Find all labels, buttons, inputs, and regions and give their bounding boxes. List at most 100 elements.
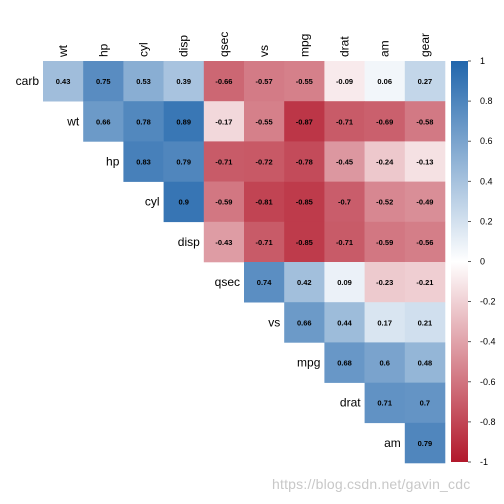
- cell-disp-mpg: [284, 221, 325, 263]
- cell-carb-mpg: [284, 61, 325, 102]
- cell-label-qsec-mpg: 0.42: [297, 278, 312, 287]
- cell-cyl-mpg: [284, 181, 325, 223]
- cell-disp-drat: [324, 221, 365, 263]
- cell-label-wt-drat: -0.71: [336, 117, 353, 126]
- cell-hp-cyl: [123, 141, 164, 182]
- cell-wt-mpg: [284, 101, 325, 142]
- cell-label-cyl-am: -0.52: [376, 198, 393, 207]
- cell-carb-drat: [324, 61, 365, 102]
- row-label-hp: hp: [106, 155, 120, 169]
- cell-vs-drat: [324, 302, 365, 343]
- colorbar-tick-label: 0.6: [480, 136, 493, 146]
- colorbar-tick-label: 0.4: [480, 176, 493, 186]
- cell-label-vs-mpg: 0.66: [297, 318, 312, 327]
- cell-vs-gear: [404, 302, 446, 343]
- cell-label-disp-gear: -0.56: [416, 238, 433, 247]
- colorbar-gradient: [451, 61, 468, 462]
- colorbar-tick-label: 0.8: [480, 96, 493, 106]
- cell-label-carb-drat: -0.09: [336, 77, 353, 86]
- cell-qsec-drat: [324, 262, 365, 303]
- cell-label-wt-am: -0.69: [376, 117, 393, 126]
- cell-carb-qsec: [203, 61, 245, 102]
- cell-label-wt-cyl: 0.78: [136, 117, 151, 126]
- row-label-carb: carb: [16, 74, 40, 88]
- cell-label-disp-drat: -0.71: [336, 238, 353, 247]
- cell-label-hp-am: -0.24: [376, 158, 394, 167]
- cell-label-hp-disp: 0.79: [176, 158, 191, 167]
- cell-label-carb-qsec: -0.66: [215, 77, 232, 86]
- cell-label-wt-vs: -0.55: [256, 117, 273, 126]
- cell-label-cyl-disp: 0.9: [178, 198, 188, 207]
- row-label-wt: wt: [66, 114, 80, 128]
- cell-label-qsec-drat: 0.09: [337, 278, 352, 287]
- colorbar-tick-label: -0.6: [480, 377, 496, 387]
- cell-label-wt-hp: 0.66: [96, 117, 111, 126]
- colorbar-tick-label: -0.4: [480, 337, 496, 347]
- cell-mpg-gear: [404, 342, 446, 383]
- cell-label-hp-vs: -0.72: [256, 158, 273, 167]
- cell-disp-gear: [404, 221, 446, 263]
- cell-label-hp-mpg: -0.78: [296, 158, 313, 167]
- cell-carb-gear: [404, 61, 446, 102]
- cell-label-hp-drat: -0.45: [336, 158, 353, 167]
- row-labels: carb wt hp cyl disp qsec vs mpg drat am: [16, 74, 401, 450]
- cell-label-drat-gear: 0.7: [420, 399, 430, 408]
- column-label-drat: drat: [338, 36, 352, 57]
- row-label-vs: vs: [268, 315, 280, 329]
- cell-label-qsec-gear: -0.21: [416, 278, 433, 287]
- column-label-mpg: mpg: [297, 34, 311, 57]
- colorbar-tick-label: -1: [480, 457, 488, 467]
- cell-label-carb-mpg: -0.55: [296, 77, 313, 86]
- cell-carb-vs: [244, 61, 285, 102]
- cell-cyl-vs: [244, 181, 285, 223]
- cell-hp-am: [364, 141, 406, 182]
- cell-drat-gear: [404, 382, 446, 424]
- cell-carb-hp: [83, 61, 124, 102]
- cell-hp-vs: [244, 141, 285, 182]
- cell-label-am-gear: 0.79: [418, 439, 433, 448]
- cell-vs-mpg: [284, 302, 325, 343]
- cell-label-hp-cyl: 0.83: [136, 158, 151, 167]
- column-label-wt: wt: [56, 44, 70, 58]
- cell-label-disp-am: -0.59: [376, 238, 393, 247]
- cell-label-mpg-drat: 0.68: [337, 359, 352, 368]
- cell-vs-am: [364, 302, 406, 343]
- column-label-cyl: cyl: [137, 42, 151, 57]
- row-label-mpg: mpg: [297, 356, 320, 370]
- column-labels: wt hp cyl disp qsec vs mpg drat am gear: [56, 32, 432, 58]
- cell-disp-am: [364, 221, 406, 263]
- cell-label-cyl-qsec: -0.59: [215, 198, 232, 207]
- column-label-am: am: [378, 40, 392, 57]
- cell-label-cyl-gear: -0.49: [416, 198, 433, 207]
- cell-label-disp-qsec: -0.43: [215, 238, 232, 247]
- cell-cyl-gear: [404, 181, 446, 223]
- cell-hp-disp: [163, 141, 205, 182]
- cell-label-carb-vs: -0.57: [256, 77, 273, 86]
- cell-qsec-mpg: [284, 262, 325, 303]
- cell-label-vs-am: 0.17: [377, 318, 392, 327]
- colorbar-tick-label: 0.2: [480, 216, 493, 226]
- cell-qsec-gear: [404, 262, 446, 303]
- cell-label-qsec-am: -0.23: [376, 278, 393, 287]
- cell-disp-vs: [244, 221, 285, 263]
- cell-am-gear: [404, 422, 446, 464]
- cell-label-wt-disp: 0.89: [176, 117, 191, 126]
- cell-cyl-am: [364, 181, 406, 223]
- cell-cyl-disp: [163, 181, 205, 223]
- cell-label-hp-qsec: -0.71: [215, 158, 232, 167]
- cell-wt-qsec: [203, 101, 245, 142]
- heatmap-cells: 0.43 0.75 0.53 0.39 -0.66 -0.57 -0.55 -0.09 0.06…: [43, 61, 446, 464]
- cell-label-carb-gear: 0.27: [418, 77, 433, 86]
- cell-label-vs-drat: 0.44: [337, 318, 352, 327]
- cell-label-wt-qsec: -0.17: [215, 117, 232, 126]
- cell-label-mpg-am: 0.6: [379, 359, 389, 368]
- cell-label-vs-gear: 0.21: [418, 318, 433, 327]
- column-label-disp: disp: [177, 35, 191, 57]
- cell-label-wt-mpg: -0.87: [296, 117, 313, 126]
- colorbar-tick-label: 0: [480, 257, 485, 267]
- cell-label-carb-cyl: 0.53: [136, 77, 151, 86]
- cell-label-cyl-mpg: -0.85: [296, 198, 313, 207]
- cell-mpg-drat: [324, 342, 365, 383]
- cell-hp-drat: [324, 141, 365, 182]
- cell-disp-qsec: [203, 221, 245, 263]
